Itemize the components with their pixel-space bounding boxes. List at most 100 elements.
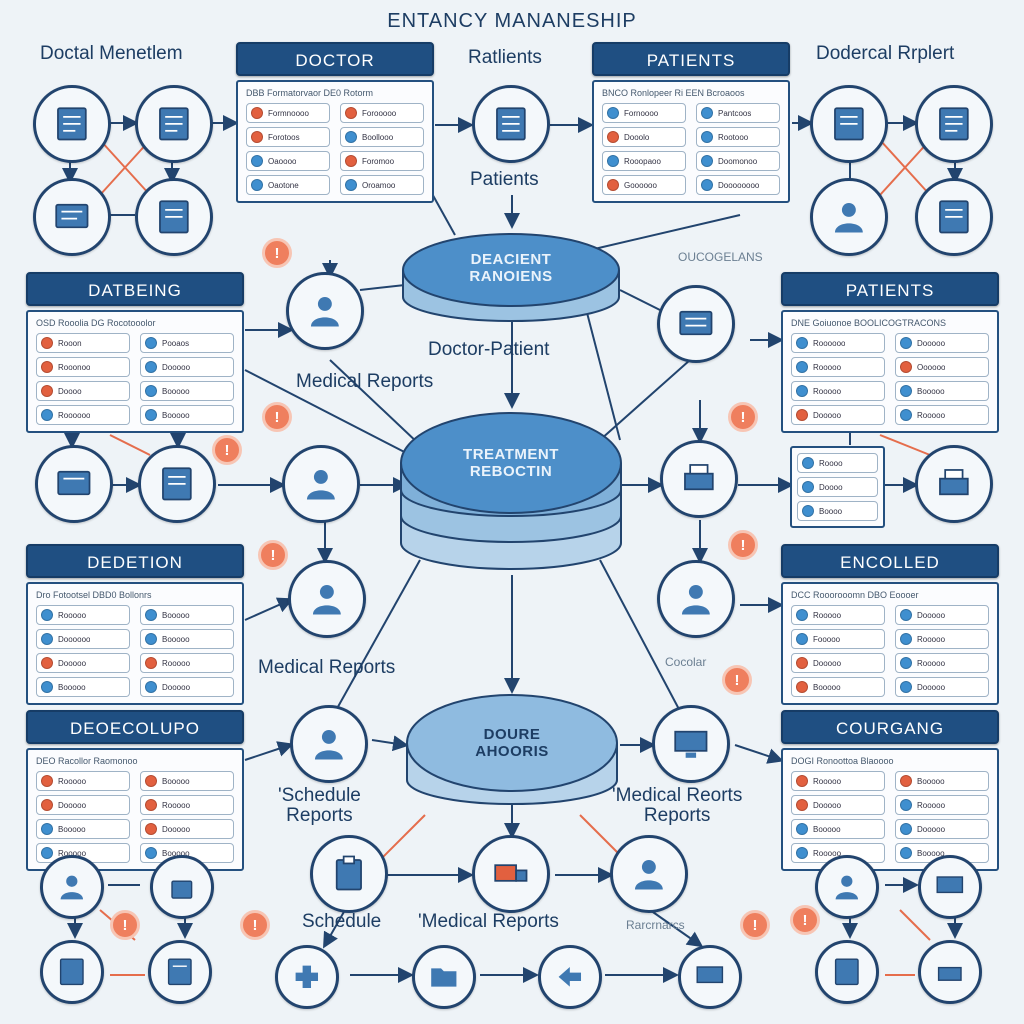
list-item[interactable]: Roooooo (791, 333, 885, 353)
list-item[interactable]: Booooo (791, 819, 885, 839)
document-node[interactable] (33, 85, 111, 163)
list-item[interactable]: Rooooo (895, 629, 989, 649)
list-item[interactable]: Doooo (36, 381, 130, 401)
list-item[interactable]: Booooo (895, 843, 989, 863)
alert-icon[interactable]: ! (790, 905, 820, 935)
alert-icon[interactable]: ! (262, 402, 292, 432)
alert-icon[interactable]: ! (212, 435, 242, 465)
computer-node[interactable] (918, 855, 982, 919)
list-item[interactable]: Booooo (140, 629, 234, 649)
document-node[interactable] (148, 940, 212, 1004)
list-item[interactable]: Formnoooo (246, 103, 330, 123)
list-item[interactable]: Rooooo (791, 771, 885, 791)
document-node[interactable] (40, 940, 104, 1004)
list-item[interactable]: Dooooo (791, 795, 885, 815)
list-item[interactable]: Dooooo (36, 795, 130, 815)
list-item[interactable]: Doooooo (36, 629, 130, 649)
alert-icon[interactable]: ! (262, 238, 292, 268)
printer-node[interactable] (915, 445, 993, 523)
list-item[interactable]: Booooo (140, 405, 234, 425)
list-item[interactable]: Dooolo (602, 127, 686, 147)
document-node[interactable] (810, 85, 888, 163)
list-item[interactable]: Pooaos (140, 333, 234, 353)
doctor-node[interactable] (290, 705, 368, 783)
screen-node[interactable] (35, 445, 113, 523)
list-item[interactable]: Booooo (36, 677, 130, 697)
list-item[interactable]: Booooo (791, 677, 885, 697)
list-item[interactable]: Rooooo (895, 653, 989, 673)
list-item[interactable]: Roooooo (36, 405, 130, 425)
list-item[interactable]: Rooooo (140, 653, 234, 673)
list-item[interactable]: Roooo (797, 453, 878, 473)
list-item[interactable]: Rooooo (895, 405, 989, 425)
document-node[interactable] (915, 85, 993, 163)
clipboard-node[interactable] (310, 835, 388, 913)
person-node[interactable] (288, 560, 366, 638)
truck-node[interactable] (472, 835, 550, 913)
database-top[interactable]: DEACIENT RANOIENS (400, 225, 622, 325)
alert-icon[interactable]: ! (258, 540, 288, 570)
person-node[interactable] (657, 560, 735, 638)
folder-node[interactable] (412, 945, 476, 1009)
alert-icon[interactable]: ! (110, 910, 140, 940)
printer-node[interactable] (660, 440, 738, 518)
person-node[interactable] (40, 855, 104, 919)
list-item[interactable]: Rooooo (791, 605, 885, 625)
list-item[interactable]: Rooopaoo (602, 151, 686, 171)
list-item[interactable]: Doooo (797, 477, 878, 497)
medical-cross-node[interactable] (275, 945, 339, 1009)
list-item[interactable]: Forooooo (340, 103, 424, 123)
list-item[interactable]: Fornoooo (602, 103, 686, 123)
list-item[interactable]: Oooooo (895, 357, 989, 377)
arrow-node[interactable] (538, 945, 602, 1009)
list-item[interactable]: Booooo (140, 381, 234, 401)
list-item[interactable]: Oroamoo (340, 175, 424, 195)
database-center[interactable]: TREATMENT REBOCTIN (398, 408, 624, 573)
list-item[interactable]: Dooooo (895, 677, 989, 697)
screen-node[interactable] (33, 178, 111, 256)
list-item[interactable]: Dooooo (140, 819, 234, 839)
list-item[interactable]: Rooooo (36, 605, 130, 625)
person-node[interactable] (810, 178, 888, 256)
alert-icon[interactable]: ! (728, 402, 758, 432)
list-item[interactable]: Doomonoo (696, 151, 780, 171)
list-item[interactable]: Dooooo (791, 405, 885, 425)
person-node[interactable] (610, 835, 688, 913)
list-item[interactable]: Goooooo (602, 175, 686, 195)
alert-icon[interactable]: ! (240, 910, 270, 940)
list-item[interactable]: Dooooo (895, 605, 989, 625)
list-item[interactable]: Oaoooo (246, 151, 330, 171)
list-item[interactable]: Rooon (36, 333, 130, 353)
nurse-node[interactable] (282, 445, 360, 523)
list-item[interactable]: Rooooo (140, 795, 234, 815)
list-item[interactable]: Fooooo (791, 629, 885, 649)
list-item[interactable]: Forotoos (246, 127, 330, 147)
database-bottom[interactable]: DOURE AHOORIS (404, 688, 620, 808)
list-item[interactable]: Boollooo (340, 127, 424, 147)
list-item[interactable]: Dooooo (36, 653, 130, 673)
list-item[interactable]: Dooooo (791, 653, 885, 673)
person-node[interactable] (815, 855, 879, 919)
list-item[interactable]: Rooonoo (36, 357, 130, 377)
alert-icon[interactable]: ! (722, 665, 752, 695)
screen-node[interactable] (657, 285, 735, 363)
printer-node[interactable] (918, 940, 982, 1004)
document-node[interactable] (135, 178, 213, 256)
list-item[interactable]: Rooooo (791, 381, 885, 401)
alert-icon[interactable]: ! (740, 910, 770, 940)
list-item[interactable]: Oaotone (246, 175, 330, 195)
list-item[interactable]: Dooooo (895, 819, 989, 839)
report-node[interactable] (472, 85, 550, 163)
list-item[interactable]: Pantcoos (696, 103, 780, 123)
computer-node[interactable] (652, 705, 730, 783)
document-node[interactable] (138, 445, 216, 523)
list-item[interactable]: Dooooo (895, 333, 989, 353)
list-item[interactable]: Booooo (895, 381, 989, 401)
list-item[interactable]: Doooooooo (696, 175, 780, 195)
list-item[interactable]: Rootooo (696, 127, 780, 147)
list-item[interactable]: Boooo (797, 501, 878, 521)
document-node[interactable] (815, 940, 879, 1004)
document-node[interactable] (135, 85, 213, 163)
list-item[interactable]: Foromoo (340, 151, 424, 171)
alert-icon[interactable]: ! (728, 530, 758, 560)
